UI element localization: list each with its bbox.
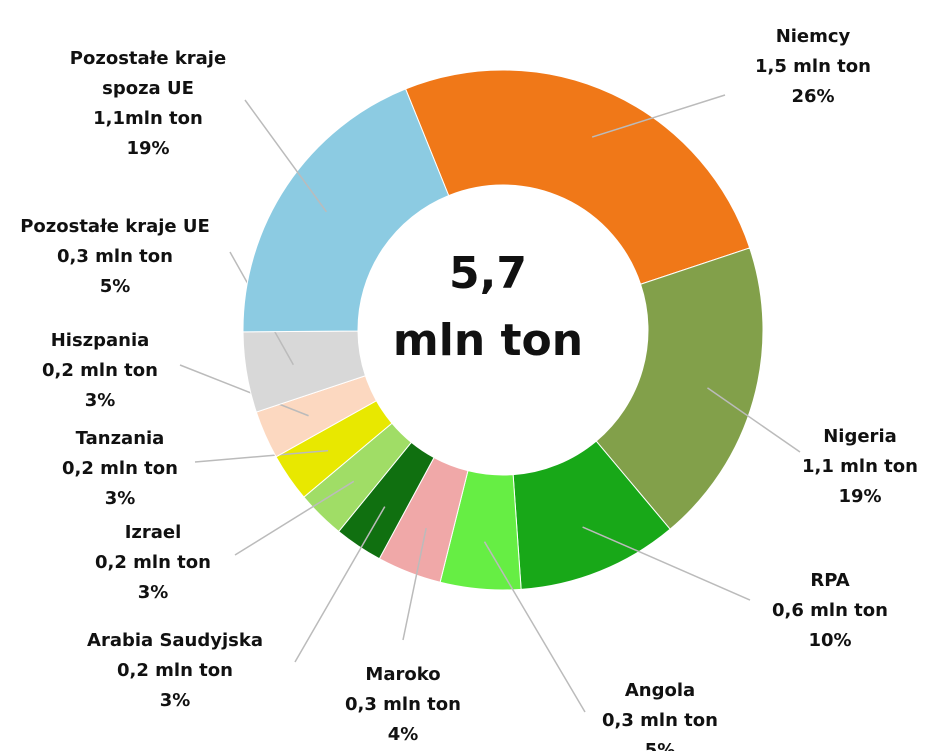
category-label: Niemcy (775, 26, 851, 47)
center-value: 5,7 (449, 248, 527, 299)
percent-label: 5% (99, 276, 131, 297)
data-label: Arabia Saudyjska 0,2 mln ton 3% (75, 626, 275, 716)
leader-line (402, 527, 427, 641)
data-label: Nigeria 1,1 mln ton 19% (760, 422, 941, 512)
amount-label: 0,2 mln ton (117, 660, 233, 681)
percent-label: 5% (644, 740, 676, 751)
slice (404, 69, 751, 285)
category-label: Hiszpania (50, 330, 150, 351)
category-label: Izrael (124, 522, 182, 543)
leader-line (179, 364, 309, 417)
percent-label: 19% (838, 486, 882, 507)
category-label: Pozostałe kraje UE (20, 216, 210, 237)
amount-label: 0,6 mln ton (772, 600, 888, 621)
slice (595, 247, 764, 530)
data-label: Angola 0,3 mln ton 5% (560, 676, 760, 751)
leader-line (234, 480, 355, 556)
amount-label: 0,2 mln ton (62, 458, 178, 479)
category-label: Maroko (365, 664, 441, 685)
category-label: RPA (810, 570, 850, 591)
amount-label: 0,3 mln ton (602, 710, 718, 731)
category-label: Angola (624, 680, 696, 701)
percent-label: 10% (808, 630, 852, 651)
amount-label: 0,2 mln ton (95, 552, 211, 573)
center-unit: mln ton (392, 315, 584, 366)
percent-label: 3% (137, 582, 169, 603)
data-label: Pozostałe kraje spoza UE 1,1mln ton 19% (48, 44, 248, 164)
percent-label: 19% (126, 138, 170, 159)
percent-label: 3% (84, 390, 116, 411)
data-label: Izrael 0,2 mln ton 3% (53, 518, 253, 608)
slice (242, 88, 450, 333)
leader-line (294, 506, 386, 663)
category-label: Tanzania (75, 428, 165, 449)
data-label: Maroko 0,3 mln ton 4% (303, 660, 503, 750)
category-label: Pozostałe kraje spoza UE (69, 48, 227, 99)
amount-label: 0,3 mln ton (345, 694, 461, 715)
amount-label: 1,5 mln ton (755, 56, 871, 77)
amount-label: 0,3 mln ton (57, 246, 173, 267)
percent-label: 3% (159, 690, 191, 711)
data-label: RPA 0,6 mln ton 10% (730, 566, 930, 656)
leader-line (244, 99, 328, 213)
leader-line (194, 449, 329, 463)
leader-line (582, 526, 751, 601)
leader-line (591, 94, 726, 138)
category-label: Nigeria (823, 426, 897, 447)
leader-line (707, 387, 801, 453)
percent-label: 26% (791, 86, 835, 107)
amount-label: 1,1mln ton (93, 108, 203, 129)
category-label: Arabia Saudyjska (87, 630, 263, 651)
data-label: Pozostałe kraje UE 0,3 mln ton 5% (15, 212, 215, 302)
data-label: Niemcy 1,5 mln ton 26% (713, 22, 913, 112)
amount-label: 0,2 mln ton (42, 360, 158, 381)
data-label: Hiszpania 0,2 mln ton 3% (0, 326, 200, 416)
percent-label: 3% (104, 488, 136, 509)
amount-label: 1,1 mln ton (802, 456, 918, 477)
percent-label: 4% (387, 724, 419, 745)
data-label: Tanzania 0,2 mln ton 3% (20, 424, 220, 514)
leader-line (483, 541, 586, 713)
